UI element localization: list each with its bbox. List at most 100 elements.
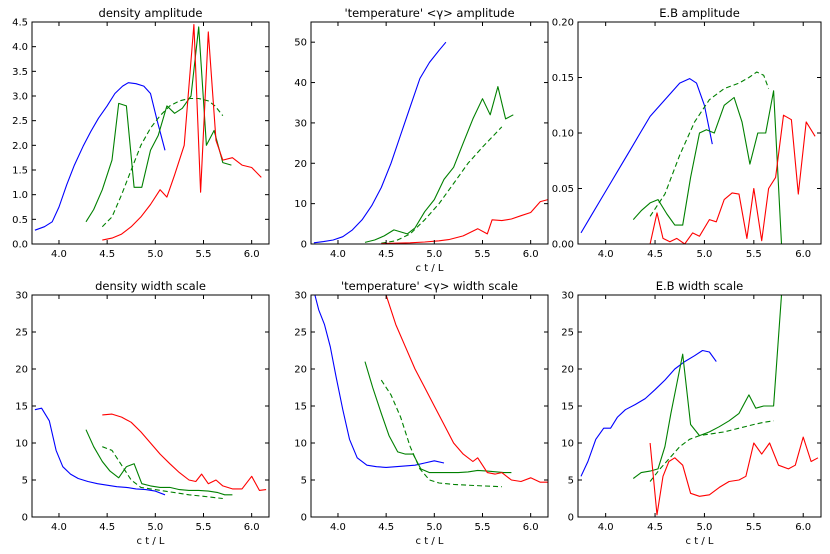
x-tick-label: 5.0 [426,522,442,533]
x-tick-label: 5.0 [426,249,442,260]
x-tick-label: 5.0 [147,522,163,533]
series-green-dashed-line [381,126,503,244]
y-tick-label: 30 [15,291,28,302]
y-tick-label: 3.5 [12,67,28,78]
y-tick-label: 2.0 [12,141,28,152]
y-tick-label: 5 [22,476,28,487]
x-tick-label: 4.5 [647,522,663,533]
y-tick-label: 2.5 [12,116,28,127]
x-tick-label: 5.5 [475,522,491,533]
chart-title: E.B width scale [656,279,743,293]
x-tick-label: 4.0 [598,522,614,533]
series-blue-line [580,78,713,234]
x-tick-label: 4.0 [51,249,67,260]
chart-panel-4: 4.0 4.5 5.0 5.5 6.0 0 5 10 15 20 25 30 density width… [15,279,270,547]
x-tick-label: 6.0 [523,249,539,260]
x-tick-label: 4.5 [378,249,394,260]
series-green-line [364,361,512,474]
chart-panel-3: 4.0 4.5 5.0 5.5 6.0 0.00 0.05 0.10 0.15 0.20 E.B a… [552,6,822,260]
x-axis-label: c t / L [416,263,444,274]
series-green-line [632,90,783,244]
series-green-line [85,429,233,496]
y-tick-label: 10 [561,439,574,450]
y-tick-label: 40 [294,78,307,89]
plot-frame [310,294,549,518]
y-tick-label: 0.20 [552,18,574,29]
y-tick-label: 15 [15,402,28,413]
chart-panel-2: 4.0 4.5 5.0 5.5 6.0 0 10 20 30 40 50 'temperature' … [294,6,549,274]
y-tick-label: 20 [294,365,307,376]
plot-frame [310,21,549,245]
y-tick-label: 20 [561,365,574,376]
y-tick-label: 0 [301,513,307,524]
x-tick-label: 4.5 [647,249,663,260]
x-tick-label: 5.5 [746,249,762,260]
y-tick-label: 1.0 [12,190,28,201]
plot-frame [31,294,270,518]
x-tick-label: 5.5 [196,522,212,533]
y-tick-label: 1.5 [12,166,28,177]
y-tick-label: 20 [15,365,28,376]
x-tick-label: 5.5 [746,522,762,533]
chart-panel-1: 4.0 4.5 5.0 5.5 6.0 0.0 0.5 1.0 1.5 2.0 2.5 3.0 3.5 4… [12,6,270,260]
x-tick-label: 5.5 [475,249,491,260]
series-red-line [649,114,816,244]
series-red-line [385,295,548,483]
series-green-dashed-line [649,420,774,482]
y-tick-label: 0 [568,513,574,524]
series-group [314,295,548,488]
series-blue-line [34,407,166,496]
x-tick-label: 6.0 [244,249,260,260]
x-axis-label: c t / L [416,536,444,547]
y-tick-label: 30 [561,291,574,302]
y-tick-label: 20 [294,159,307,170]
series-group [580,71,816,244]
series-group [34,23,262,241]
x-axis-label: c t / L [686,536,714,547]
x-tick-label: 5.0 [147,249,163,260]
series-red-line [102,413,267,491]
x-tick-label: 4.0 [598,249,614,260]
chart-title: density amplitude [99,6,203,20]
y-tick-label: 0.15 [552,73,574,84]
series-red-line [102,23,262,241]
series-blue-line [580,349,717,477]
x-tick-label: 4.0 [51,522,67,533]
y-tick-label: 0.10 [552,129,574,140]
x-tick-label: 6.0 [795,522,811,533]
y-tick-label: 25 [15,328,28,339]
series-green-dashed-line [380,379,502,488]
y-tick-label: 5 [568,476,574,487]
y-tick-label: 10 [294,439,307,450]
x-axis-label: c t / L [137,536,165,547]
series-red-line [381,199,548,244]
series-blue-line [34,82,166,231]
series-green-line [85,26,232,223]
chart-title: E.B amplitude [659,6,740,20]
x-tick-label: 6.0 [795,249,811,260]
y-tick-label: 30 [294,291,307,302]
y-tick-label: 3.0 [12,92,28,103]
y-tick-label: 4.5 [12,18,28,29]
x-tick-label: 4.0 [330,522,346,533]
x-tick-label: 4.0 [330,249,346,260]
series-green-dashed-line [649,71,770,217]
series-red-line [649,436,819,516]
chart-title: density width scale [95,279,206,293]
plot-frame [577,294,822,518]
x-tick-label: 4.5 [99,522,115,533]
chart-title: 'temperature' <γ> amplitude [344,6,514,20]
y-tick-label: 0.5 [12,215,28,226]
y-tick-label: 0 [301,240,307,251]
plot-frame [31,21,270,245]
series-green-dashed-line [102,446,223,500]
x-tick-label: 4.5 [99,249,115,260]
series-green-line [364,86,514,243]
series-group [580,295,819,516]
series-blue-line [313,41,447,244]
x-tick-label: 6.0 [244,522,260,533]
y-tick-label: 0.0 [12,240,28,251]
y-tick-label: 0.05 [552,184,574,195]
y-tick-label: 25 [294,328,307,339]
